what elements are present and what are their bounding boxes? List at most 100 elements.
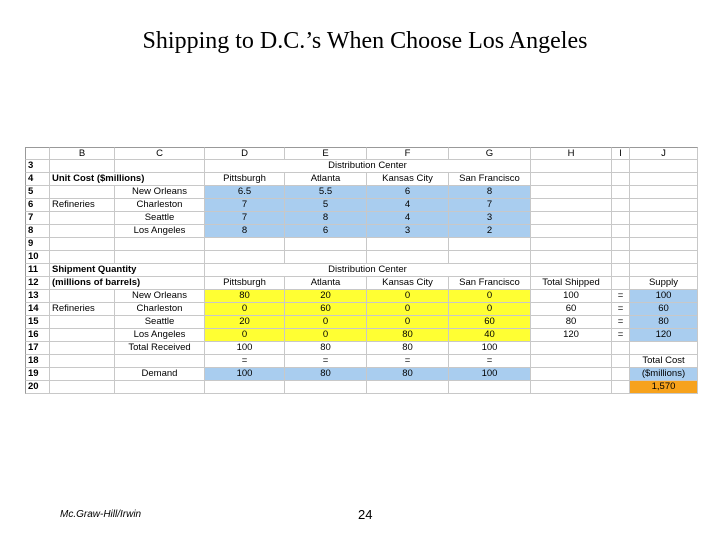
column-header: I bbox=[612, 147, 630, 160]
cell bbox=[630, 212, 698, 225]
cell: = bbox=[612, 303, 630, 316]
cell: 120 bbox=[531, 329, 612, 342]
cell bbox=[449, 251, 531, 264]
cell-text: 3 bbox=[404, 225, 411, 236]
cell bbox=[612, 212, 630, 225]
cell-text: 4 bbox=[404, 212, 411, 223]
cell-text: C bbox=[156, 148, 163, 159]
cell bbox=[115, 251, 205, 264]
cell-text: 6 bbox=[322, 225, 329, 236]
cell: 80 bbox=[367, 368, 449, 381]
cell bbox=[367, 251, 449, 264]
cell bbox=[50, 329, 115, 342]
cell-text: 8 bbox=[322, 212, 329, 223]
cell-text: 0 bbox=[486, 290, 493, 301]
cell bbox=[612, 251, 630, 264]
cell: 80 bbox=[531, 316, 612, 329]
cell-text: 1,570 bbox=[651, 381, 676, 392]
cell: 8 bbox=[285, 212, 367, 225]
cell bbox=[531, 225, 612, 238]
cell: 80 bbox=[285, 368, 367, 381]
cell bbox=[50, 368, 115, 381]
cell-text: = bbox=[322, 355, 329, 366]
cell-text: 19 bbox=[28, 368, 39, 379]
cell-text: 100 bbox=[481, 342, 498, 353]
cell-text: = bbox=[617, 329, 624, 340]
row-header: 4 bbox=[25, 173, 50, 186]
cell: 5.5 bbox=[285, 186, 367, 199]
cell bbox=[612, 199, 630, 212]
cell bbox=[50, 160, 115, 173]
cell bbox=[630, 199, 698, 212]
cell: Seattle bbox=[115, 212, 205, 225]
cell bbox=[531, 238, 612, 251]
row-header: 6 bbox=[25, 199, 50, 212]
cell-text: Shipment Quantity bbox=[52, 264, 137, 275]
cell-text: 60 bbox=[658, 303, 669, 314]
cell: Total Cost bbox=[630, 355, 698, 368]
cell: Supply bbox=[630, 277, 698, 290]
cell bbox=[285, 238, 367, 251]
cell: 80 bbox=[205, 290, 285, 303]
cell-text: Seattle bbox=[144, 316, 175, 327]
cell-text: 5.5 bbox=[318, 186, 333, 197]
cell bbox=[115, 238, 205, 251]
cell-text: 100 bbox=[236, 342, 253, 353]
cell: Atlanta bbox=[285, 173, 367, 186]
cell bbox=[612, 264, 630, 277]
cell-text: B bbox=[78, 148, 86, 159]
row-header: 14 bbox=[25, 303, 50, 316]
cell-text: Distribution Center bbox=[328, 264, 407, 275]
cell: = bbox=[285, 355, 367, 368]
cell-text: I bbox=[619, 148, 622, 159]
cell bbox=[50, 186, 115, 199]
cell: 8 bbox=[449, 186, 531, 199]
column-header: H bbox=[531, 147, 612, 160]
cell: 60 bbox=[449, 316, 531, 329]
cell: 5 bbox=[285, 199, 367, 212]
cell: 6 bbox=[285, 225, 367, 238]
cell bbox=[205, 251, 285, 264]
cell: 3 bbox=[367, 225, 449, 238]
cell-text: Pittsburgh bbox=[223, 277, 266, 288]
cell: 6.5 bbox=[205, 186, 285, 199]
cell-text: Atlanta bbox=[310, 277, 341, 288]
cell bbox=[115, 355, 205, 368]
cell-text: 80 bbox=[402, 368, 413, 379]
cell: 20 bbox=[285, 290, 367, 303]
cell: Charleston bbox=[115, 303, 205, 316]
cell: 7 bbox=[205, 199, 285, 212]
cell-text: 8 bbox=[28, 225, 34, 236]
cell-text: = bbox=[241, 355, 248, 366]
cell: Refineries bbox=[50, 199, 115, 212]
cell-text: 40 bbox=[484, 329, 495, 340]
row-header: 11 bbox=[25, 264, 50, 277]
cell: 2 bbox=[449, 225, 531, 238]
cell: 100 bbox=[531, 290, 612, 303]
cell bbox=[285, 251, 367, 264]
cell-text: 12 bbox=[28, 277, 39, 288]
cell: 100 bbox=[449, 368, 531, 381]
row-header: 18 bbox=[25, 355, 50, 368]
cell-text: 16 bbox=[28, 329, 39, 340]
cell bbox=[50, 381, 115, 394]
cell-text: 0 bbox=[404, 290, 411, 301]
cell-text: 6.5 bbox=[237, 186, 252, 197]
cell-text: D bbox=[241, 148, 248, 159]
cell-text: Total Received bbox=[128, 342, 191, 353]
cell bbox=[449, 381, 531, 394]
cell: 60 bbox=[285, 303, 367, 316]
cell-text: 3 bbox=[28, 160, 34, 171]
cell bbox=[115, 381, 205, 394]
column-header: D bbox=[205, 147, 285, 160]
cell-text: 60 bbox=[484, 316, 495, 327]
cell bbox=[630, 342, 698, 355]
cell: = bbox=[612, 290, 630, 303]
cell bbox=[50, 316, 115, 329]
cell: = bbox=[449, 355, 531, 368]
page-number: 24 bbox=[358, 507, 373, 522]
cell-text: Total Cost bbox=[642, 355, 685, 366]
cell: 0 bbox=[285, 329, 367, 342]
cell: Kansas City bbox=[367, 173, 449, 186]
cell: San Francisco bbox=[449, 277, 531, 290]
